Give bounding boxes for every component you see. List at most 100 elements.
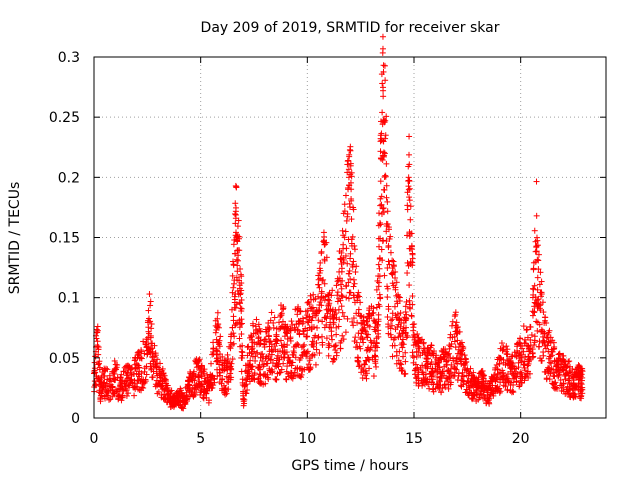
data-point [377,221,384,228]
data-point [350,276,357,283]
data-point [372,324,379,331]
data-point [318,333,325,340]
data-point [348,186,355,193]
y-tick-label: 0 [71,411,80,427]
data-point [324,310,331,317]
data-point [215,355,222,362]
data-point [95,351,102,358]
data-point [378,201,385,208]
data-point [365,344,372,351]
data-point [317,299,324,306]
data-point [359,336,366,343]
data-point [245,370,252,377]
data-point [366,365,373,372]
data-point [255,364,262,371]
data-point [110,389,117,396]
data-point [210,375,217,382]
data-point [283,376,290,383]
data-point [185,382,192,389]
data-point [239,320,246,327]
data-point [338,285,345,292]
data-point [293,343,300,350]
data-point [236,324,243,331]
data-point [378,246,385,253]
data-point [213,345,220,352]
data-point [277,369,284,376]
data-point [210,345,217,352]
data-point [189,385,196,392]
data-point [147,298,154,305]
data-point [362,327,369,334]
data-point [305,319,312,326]
x-axis-label: GPS time / hours [291,458,408,474]
data-point [379,109,386,116]
data-point [336,316,343,323]
data-point [339,332,346,339]
data-point [319,318,326,325]
data-point [238,316,245,323]
data-point [231,296,238,303]
data-point [343,245,350,252]
data-point [347,160,354,167]
data-point [307,292,314,299]
data-point [148,325,155,332]
data-point [340,256,347,263]
data-point [308,352,315,359]
data-point [265,333,272,340]
data-point [338,292,345,299]
data-point [329,336,336,343]
data-point [362,328,369,335]
data-point [160,370,167,377]
data-point [105,392,112,399]
data-point [354,319,361,326]
data-point [211,379,218,386]
data-point [279,318,286,325]
data-point [315,334,322,341]
data-point [345,295,352,302]
data-point [280,360,287,367]
data-point [304,299,311,306]
data-point [157,360,164,367]
data-point [138,387,145,394]
data-point [355,306,362,313]
data-point [351,299,358,306]
data-point [316,307,323,314]
data-point [357,312,364,319]
data-point [91,365,98,372]
data-point [345,166,352,173]
data-point [237,305,244,312]
data-point [214,309,221,316]
data-point [310,291,317,298]
data-point [304,333,311,340]
data-point [139,384,146,391]
data-point [167,403,174,410]
data-point [363,375,370,382]
data-point [149,374,156,381]
data-point [107,396,114,403]
data-point [296,307,303,314]
data-point [341,208,348,215]
data-point [347,179,354,186]
data-point [150,353,157,360]
data-point [338,303,345,310]
data-point [366,323,373,330]
data-point [357,299,364,306]
data-point [284,354,291,361]
data-point [209,372,216,379]
data-point [143,371,150,378]
data-point [147,302,154,309]
data-point [321,324,328,331]
data-point [361,361,368,368]
data-point [273,376,280,383]
data-point [118,371,125,378]
data-point [184,393,191,400]
data-point [195,374,202,381]
data-point [151,342,158,349]
y-tick-label: 0.05 [49,351,80,367]
data-point [231,250,238,257]
data-point [238,280,245,287]
data-point [300,343,307,350]
data-point [358,320,365,327]
data-point [206,397,213,404]
data-point [330,355,337,362]
